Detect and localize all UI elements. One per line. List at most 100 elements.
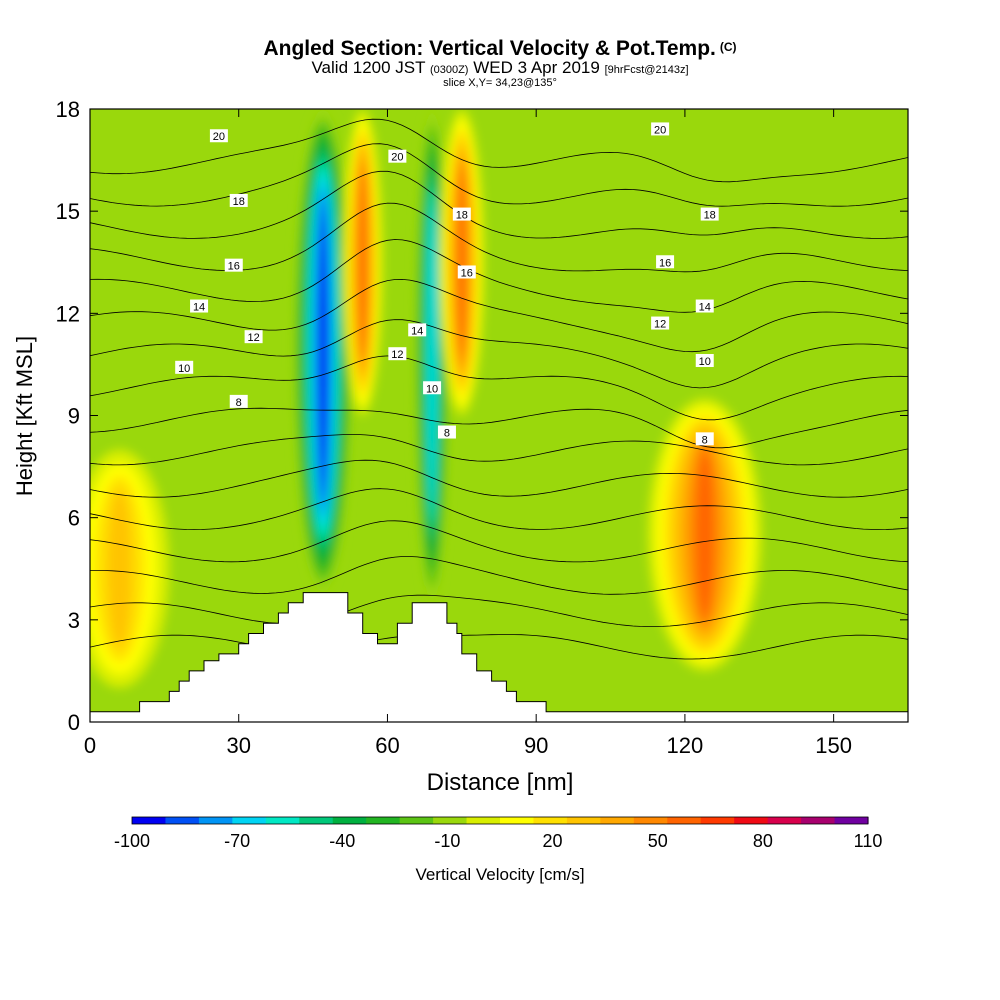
- theta-contour-line: [90, 407, 908, 449]
- colorbar-tick-label: -70: [224, 831, 250, 851]
- colorbar-swatch: [633, 817, 668, 824]
- contour-label-text: 10: [178, 363, 190, 375]
- colorbar-swatch: [265, 817, 300, 824]
- contour-label: 8: [437, 425, 456, 440]
- x-tick-label: 150: [815, 733, 852, 758]
- contour-label-text: 16: [228, 261, 240, 273]
- contour-label-text: 16: [659, 257, 671, 269]
- colorbar-tick-label: -40: [329, 831, 355, 851]
- y-tick-label: 18: [56, 97, 80, 122]
- colorbar-swatch: [232, 817, 267, 824]
- contour-label-text: 12: [247, 332, 259, 344]
- contour-label: 10: [695, 354, 714, 368]
- contour-label-text: 20: [213, 131, 225, 143]
- colorbar-swatch: [433, 817, 468, 824]
- contour-label-text: 14: [699, 302, 711, 314]
- colorbar-tick-label: 50: [648, 831, 668, 851]
- contour-label: 12: [651, 316, 670, 331]
- colorbar-swatch: [132, 817, 167, 824]
- contour-label: 20: [388, 149, 407, 164]
- velocity-feature-0-level-10: [320, 206, 326, 495]
- theta-contour-line: [90, 239, 908, 313]
- velocity-feature-1-level-7: [359, 168, 366, 357]
- colorbar-tick-label: -100: [114, 831, 150, 851]
- contour-label: 12: [388, 347, 407, 361]
- y-tick-label: 15: [56, 199, 80, 224]
- x-tick-label: 90: [524, 733, 548, 758]
- colorbar-tick-label: 110: [854, 831, 883, 851]
- colorbar: -100 -70 -40 -10 20 50 80 110: [114, 816, 883, 851]
- theta-contour-line: [90, 170, 908, 239]
- contour-label-text: 20: [654, 124, 666, 136]
- axes: 0 30 60 90 120 150 0 3 6 9 12 15 18: [56, 97, 908, 758]
- theta-contour-line: [90, 434, 908, 466]
- theta-contour-line: [90, 556, 908, 595]
- contour-label: 10: [175, 360, 194, 375]
- theta-contours: [90, 118, 908, 660]
- colorbar-swatch: [700, 817, 735, 824]
- contour-label: 16: [656, 255, 675, 269]
- colorbar-swatch: [734, 817, 769, 824]
- velocity-feature-2-level-7: [429, 204, 435, 508]
- colorbar-swatch: [667, 817, 702, 824]
- velocity-feature-3-level-7: [458, 168, 466, 357]
- contour-label-text: 10: [426, 383, 438, 395]
- contour-label-text: 10: [699, 356, 711, 368]
- contour-label-text: 18: [456, 210, 468, 222]
- contour-label-text: 18: [704, 210, 716, 222]
- velocity-field: [90, 109, 762, 688]
- y-tick-label: 3: [68, 608, 80, 633]
- theta-contour-line: [90, 319, 908, 389]
- x-axis-label: Distance [nm]: [427, 769, 574, 796]
- colorbar-label: Vertical Velocity [cm/s]: [415, 865, 584, 884]
- y-tick-label: 0: [68, 710, 80, 735]
- plot-area: [90, 109, 908, 722]
- x-tick-label: 0: [84, 733, 96, 758]
- chart-slice-info: slice X,Y= 34,23@135°: [443, 77, 557, 89]
- contour-label-text: 8: [702, 434, 708, 446]
- colorbar-tick-label: 20: [543, 831, 563, 851]
- theta-contour-line: [90, 278, 908, 353]
- contour-label: 8: [229, 394, 248, 409]
- colorbar-frame: [131, 816, 869, 825]
- contour-label: 14: [408, 323, 427, 337]
- colorbar-swatch: [566, 817, 601, 824]
- contour-label-text: 12: [654, 319, 666, 331]
- x-tick-label: 60: [375, 733, 399, 758]
- colorbar-swatch: [600, 817, 635, 824]
- contour-label-text: 8: [444, 428, 450, 440]
- colorbar-swatch: [801, 817, 836, 824]
- chart-valid-time: Valid 1200 JST (0300Z) WED 3 Apr 2019 [9…: [311, 58, 689, 77]
- velocity-feature-5-level-4: [107, 489, 133, 648]
- theta-contour-line: [90, 355, 908, 421]
- colorbar-swatch: [500, 817, 535, 824]
- contour-label: 18: [229, 193, 248, 208]
- contour-label: 14: [190, 299, 209, 314]
- colorbar-swatch: [767, 817, 802, 824]
- chart-title: Angled Section: Vertical Velocity & Pot.…: [263, 37, 737, 60]
- theta-contour-line: [90, 118, 908, 183]
- y-tick-label: 9: [68, 404, 80, 429]
- theta-contour-line: [90, 488, 908, 531]
- velocity-feature-4-level-7: [696, 451, 713, 619]
- contour-label-text: 12: [391, 349, 403, 361]
- contour-label: 18: [452, 207, 471, 222]
- contour-label-text: 14: [411, 325, 423, 337]
- theta-contour-line: [90, 459, 908, 498]
- colorbar-swatch: [399, 817, 434, 824]
- theta-contour-line: [90, 634, 908, 660]
- colorbar-swatch: [834, 817, 869, 824]
- theta-contour-line: [90, 143, 908, 207]
- contour-label: 16: [457, 265, 476, 279]
- colorbar-swatch: [165, 817, 200, 824]
- contour-label-text: 8: [236, 397, 242, 409]
- colorbar-swatch: [198, 817, 233, 824]
- contour-label: 12: [244, 330, 263, 344]
- x-tick-label: 30: [226, 733, 250, 758]
- theta-contour-line: [90, 594, 908, 627]
- velocity-field-background: [90, 109, 908, 722]
- y-axis-label: Height [Kft MSL]: [12, 336, 37, 496]
- theta-contour-line: [90, 520, 908, 563]
- colorbar-tick-label: -10: [434, 831, 460, 851]
